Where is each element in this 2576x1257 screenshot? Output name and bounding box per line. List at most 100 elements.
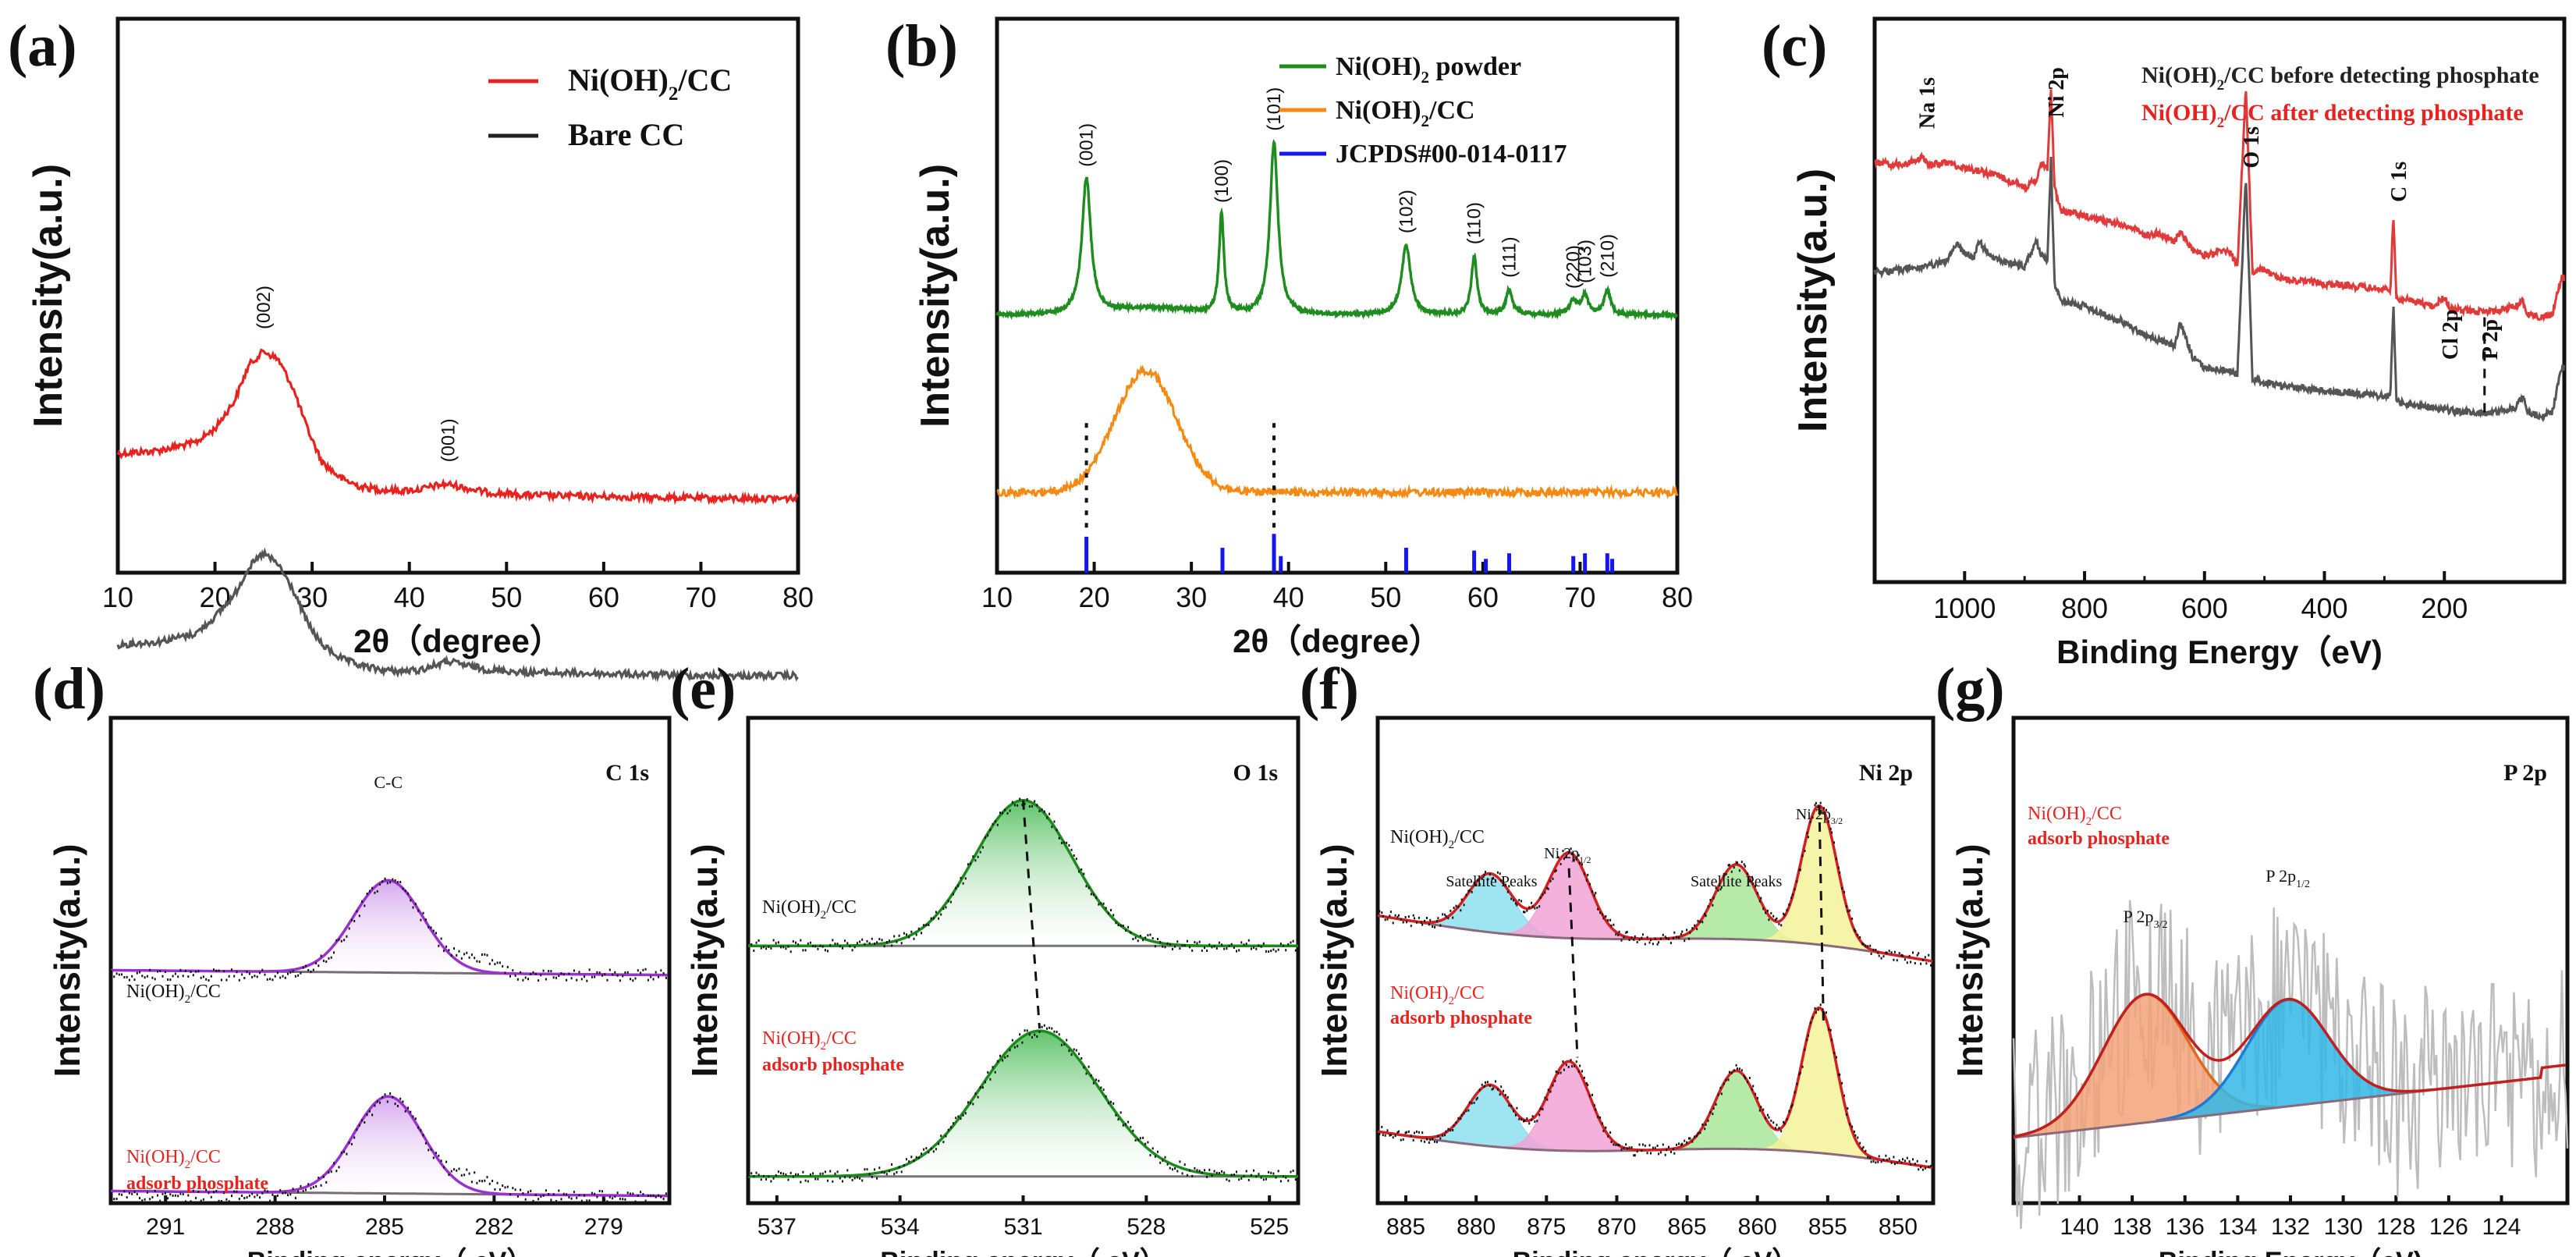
component-peak	[1504, 852, 1634, 940]
raw-data-dots	[748, 1024, 1299, 1184]
c-c-peak-area	[111, 880, 668, 975]
x-axis-label: Binding energy（ eV）	[247, 1246, 534, 1257]
x-axis-label: Binding energy（ eV）	[1513, 1246, 1799, 1257]
series-line-before	[1873, 156, 2566, 423]
x-tick-label: 134	[2218, 1214, 2257, 1240]
o1s-peak-area	[748, 1031, 1298, 1177]
x-tick-label: 20	[200, 581, 231, 613]
legend-label: Ni(OH)2/CC	[568, 62, 732, 105]
panel-label: (d)	[33, 656, 105, 722]
x-tick-label: 30	[1176, 581, 1207, 613]
peak-label: (002)	[254, 286, 275, 329]
y-axis-label: Intensity(a.u.)	[26, 164, 71, 428]
element-peak-label: C 1s	[2387, 162, 2411, 202]
peak-label: (220)	[1563, 245, 1584, 289]
x-tick-label: 860	[1738, 1214, 1777, 1240]
panel-label: (e)	[670, 656, 736, 722]
series-line-after	[1874, 89, 2566, 322]
legend-label: JCPDS#00-014-0117	[1336, 140, 1567, 169]
peak-label: (100)	[1212, 159, 1233, 203]
sample-label-extra: adsorb phosphate	[1390, 1008, 1532, 1028]
x-tick-label: 138	[2113, 1214, 2152, 1240]
sample-label: Ni(OH)2/CC	[762, 897, 857, 921]
legend-label: Ni(OH)2/CC after detecting phosphate	[2141, 100, 2524, 131]
plot-frame	[115, 16, 800, 575]
element-peak-label: Na 1s	[1916, 77, 1940, 129]
peak-label: (110)	[1464, 202, 1485, 244]
peak-annotation: Satellite Peaks	[1691, 873, 1782, 890]
x-tick-label: 136	[2166, 1214, 2205, 1240]
x-axis-label: Binding energy（ eV）	[880, 1246, 1166, 1257]
panel-label: (f)	[1300, 656, 1359, 722]
x-axis-label: Binding Energy（eV)	[2159, 1246, 2422, 1257]
legend-label: Ni(OH)2 powder	[1336, 52, 1521, 87]
raw-data-dots	[1378, 801, 1934, 967]
y-axis-label: Intensity(a.u.)	[47, 843, 87, 1077]
panel-g: 140 138 136 134 132 130 128 126 124 Binding Energ…	[1936, 656, 2570, 1257]
x-tick-label: 870	[1597, 1214, 1636, 1240]
raw-data-dots	[1378, 1003, 1934, 1173]
legend-label: Ni(OH)2/CC before detecting phosphate	[2141, 62, 2539, 94]
sample-label-extra: adsorb phosphate	[2028, 829, 2170, 849]
x-tick-label: 800	[2061, 592, 2108, 624]
peak-label: (210)	[1597, 234, 1618, 278]
x-tick-label: 525	[1250, 1214, 1289, 1240]
panel-label: (c)	[1762, 13, 1827, 79]
sample-label: Ni(OH)2/CC	[126, 1147, 221, 1171]
y-axis-label: Intensity(a.u.)	[1950, 843, 1990, 1077]
sample-label-extra: adsorb phosphate	[762, 1055, 904, 1075]
panel-label: (b)	[885, 13, 958, 79]
x-tick-label: 124	[2482, 1214, 2521, 1240]
x-tick-label: 880	[1457, 1214, 1496, 1240]
peak-annotation: P 2p1/2	[2266, 866, 2310, 890]
raw-data-dots	[111, 1092, 670, 1203]
c-c-peak-area	[111, 1096, 668, 1196]
x-tick-label: 875	[1527, 1214, 1566, 1240]
shift-dashed-line	[1818, 804, 1825, 1024]
sample-label: Ni(OH)2/CC	[126, 982, 221, 1006]
element-peak-label: Cl 2p	[2439, 310, 2463, 360]
y-axis-label: Intensity(a.u.)	[1790, 169, 1836, 432]
element-peak-label: O 1s	[2240, 126, 2264, 169]
x-tick-label: 10	[981, 581, 1013, 613]
panel-d: 291 288 285 282 279 Binding energy（ eV） Intens…	[33, 656, 672, 1257]
x-tick-label: 50	[1370, 581, 1401, 613]
core-level-label: C 1s	[605, 760, 649, 786]
x-tick-label: 534	[881, 1214, 920, 1240]
x-tick-label: 400	[2301, 592, 2347, 624]
x-tick-label: 285	[365, 1214, 404, 1240]
x-tick-label: 279	[584, 1214, 623, 1240]
x-tick-label: 600	[2181, 592, 2228, 624]
x-tick-label: 850	[1879, 1214, 1918, 1240]
plot-frame	[1872, 16, 2567, 584]
x-tick-label: 70	[1564, 581, 1595, 613]
x-tick-label: 20	[1079, 581, 1110, 613]
peak-label: (001)	[1077, 123, 1098, 167]
x-tick-label: 885	[1386, 1214, 1425, 1240]
legend-label: Bare CC	[568, 117, 684, 152]
x-tick-label: 531	[1003, 1214, 1042, 1240]
x-tick-label: 855	[1808, 1214, 1847, 1240]
raw-data-dots	[111, 877, 670, 982]
panel-label: (a)	[8, 13, 77, 79]
core-level-label: P 2p	[2503, 760, 2547, 786]
y-axis-label: Intensity(a.u.)	[684, 843, 725, 1077]
x-tick-label: 80	[782, 581, 814, 613]
legend-label: Ni(OH)2/CC	[1336, 96, 1475, 130]
x-tick-label: 291	[146, 1214, 185, 1240]
sample-label: Ni(OH)2/CC	[1390, 983, 1485, 1007]
sample-label: Ni(OH)2/CC	[1390, 827, 1485, 851]
peak-label: (001)	[438, 418, 459, 462]
peak-annotation: P 2p3/2	[2124, 907, 2168, 931]
x-tick-label: 70	[685, 581, 716, 613]
series-line-cc	[996, 364, 1679, 501]
x-axis-label: 2θ（degree）	[1233, 623, 1442, 659]
x-tick-label: 40	[1273, 581, 1304, 613]
x-tick-label: 50	[491, 581, 522, 613]
component-peak	[2156, 1000, 2420, 1122]
panel-c: 1000 800 600 400 200 Binding Energy（eV) Intens…	[1762, 13, 2567, 670]
x-axis-label: 2θ（degree）	[353, 623, 562, 659]
x-tick-label: 60	[588, 581, 619, 613]
peak-annotation: Ni 2p3/2	[1796, 806, 1843, 826]
x-tick-label: 282	[474, 1214, 513, 1240]
